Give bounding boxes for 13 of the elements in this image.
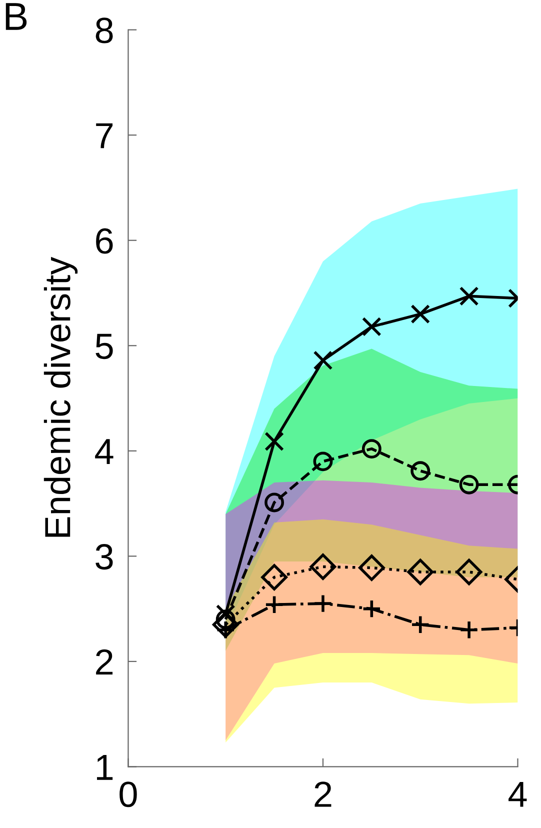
y-tick-label: 8 xyxy=(96,18,113,44)
text: B xyxy=(6,3,27,30)
y-tick-label: 7 xyxy=(96,123,113,148)
y-tick-label: 4 xyxy=(95,439,114,464)
y-tick-label: 3 xyxy=(96,544,113,570)
y-tick-label: 5 xyxy=(96,334,113,360)
y-tick-label: 6 xyxy=(96,228,113,254)
y-tick-label: 1 xyxy=(97,754,113,780)
x-tick-label: 0 xyxy=(120,782,137,808)
x-tick-label: 2 xyxy=(314,782,332,807)
y-axis-title: Endemic diversity xyxy=(44,256,78,537)
y-tick-label: 2 xyxy=(96,649,113,675)
x-tick-label: 4 xyxy=(508,782,527,807)
